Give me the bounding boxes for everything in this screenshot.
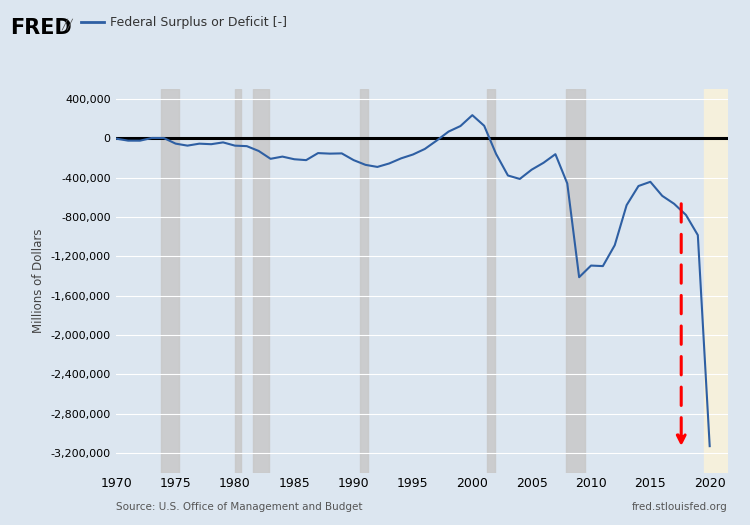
Text: Source: U.S. Office of Management and Budget: Source: U.S. Office of Management and Bu… <box>116 502 363 512</box>
Bar <box>488 89 495 472</box>
Bar <box>359 89 368 472</box>
Bar <box>160 89 178 472</box>
Y-axis label: Millions of Dollars: Millions of Dollars <box>32 228 45 333</box>
Text: FRED: FRED <box>10 18 71 38</box>
Bar <box>235 89 241 472</box>
Bar <box>704 89 728 472</box>
Text: Federal Surplus or Deficit [-]: Federal Surplus or Deficit [-] <box>110 16 286 28</box>
Bar <box>253 89 269 472</box>
Text: ╱╱: ╱╱ <box>62 18 74 30</box>
Bar <box>566 89 585 472</box>
Text: fred.stlouisfed.org: fred.stlouisfed.org <box>632 502 728 512</box>
